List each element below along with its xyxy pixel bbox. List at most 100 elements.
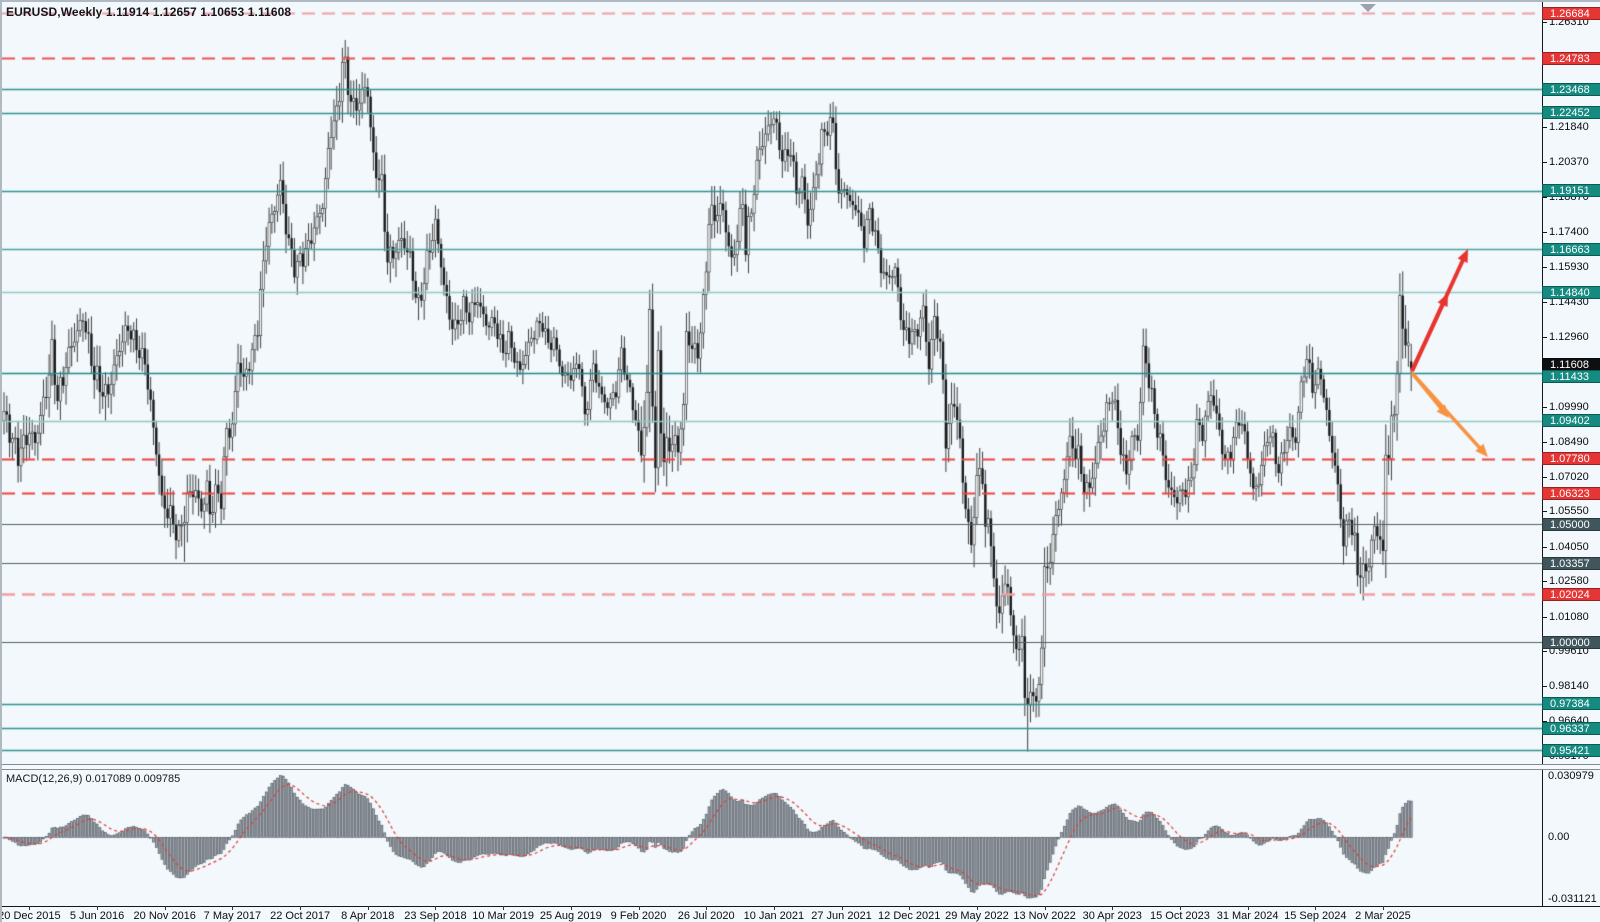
date-label: 13 Nov 2022 xyxy=(1013,910,1076,922)
time-tick-mark xyxy=(774,906,775,910)
date-label: 20 Nov 2016 xyxy=(133,910,196,922)
time-tick-mark xyxy=(842,906,843,910)
price-tick-mark xyxy=(1543,127,1547,128)
price-tick-mark xyxy=(1543,511,1547,512)
price-tick-label: 1.21840 xyxy=(1549,121,1589,134)
time-tick-mark xyxy=(1315,906,1316,910)
price-tick-mark xyxy=(1543,267,1547,268)
macd-axis-label: 0.030979 xyxy=(1548,770,1594,782)
time-tick-mark xyxy=(97,906,98,910)
price-tick-label: 1.04050 xyxy=(1549,540,1589,553)
date-label: 2 Mar 2025 xyxy=(1355,910,1411,922)
date-label: 20 Dec 2015 xyxy=(0,910,61,922)
price-tick-label: 1.02580 xyxy=(1549,575,1589,588)
pane-splitter[interactable] xyxy=(2,764,1600,770)
chart-shift-marker-icon[interactable] xyxy=(1360,4,1376,12)
price-tick-label: 1.17400 xyxy=(1549,226,1589,239)
price-level-badge: 1.24783 xyxy=(1542,51,1600,65)
date-label: 31 Mar 2024 xyxy=(1216,910,1279,922)
macd-axis-label: 0.00 xyxy=(1548,831,1570,844)
price-level-badge: 1.00000 xyxy=(1542,635,1600,649)
price-tick-mark xyxy=(1543,232,1547,233)
time-tick-mark xyxy=(29,906,30,910)
price-level-badge: 0.96337 xyxy=(1542,721,1600,735)
price-level-badge: 1.26684 xyxy=(1542,6,1600,20)
date-label: 25 Aug 2019 xyxy=(539,910,602,922)
price-level-badge: 1.02024 xyxy=(1542,587,1600,601)
price-tick-mark xyxy=(1543,197,1547,198)
macd-indicator-label: MACD(12,26,9) 0.017089 0.009785 xyxy=(6,773,181,785)
date-label: 5 Jun 2016 xyxy=(69,910,125,922)
time-axis-border xyxy=(2,906,1600,907)
price-tick-label: 1.08490 xyxy=(1549,436,1589,449)
time-tick-mark xyxy=(571,906,572,910)
price-level-badge: 1.06323 xyxy=(1542,486,1600,500)
time-tick-mark xyxy=(503,906,504,910)
price-level-badge: 1.23468 xyxy=(1542,82,1600,96)
price-level-badge: 1.03357 xyxy=(1542,556,1600,570)
price-tick-label: 1.07020 xyxy=(1549,470,1589,483)
time-tick-mark xyxy=(368,906,369,910)
date-label: 22 Oct 2017 xyxy=(270,910,331,922)
time-tick-mark xyxy=(909,906,910,910)
price-tick-mark xyxy=(1543,651,1547,652)
price-level-badge: 1.11608 xyxy=(1542,358,1600,372)
price-level-badge: 1.05000 xyxy=(1542,517,1600,531)
price-tick-mark xyxy=(1543,442,1547,443)
price-tick-mark xyxy=(1543,547,1547,548)
price-tick-mark xyxy=(1543,162,1547,163)
price-tick-mark xyxy=(1543,686,1547,687)
price-tick-label: 1.01080 xyxy=(1549,610,1589,623)
price-level-badge: 1.09402 xyxy=(1542,414,1600,428)
price-tick-mark xyxy=(1543,337,1547,338)
macd-axis-label: -0.031121 xyxy=(1548,893,1597,905)
date-label: 27 Jun 2021 xyxy=(811,910,872,922)
price-level-badge: 0.97384 xyxy=(1542,697,1600,711)
price-tick-mark xyxy=(1543,302,1547,303)
price-level-badge: 1.16663 xyxy=(1542,242,1600,256)
time-tick-mark xyxy=(977,906,978,910)
date-label: 10 Jan 2021 xyxy=(743,910,805,922)
date-label: 8 Apr 2018 xyxy=(341,910,395,922)
date-label: 9 Feb 2020 xyxy=(610,910,667,922)
price-tick-label: 1.05550 xyxy=(1549,505,1589,518)
time-tick-mark xyxy=(639,906,640,910)
price-tick-label: 1.12960 xyxy=(1549,330,1589,343)
price-tick-mark xyxy=(1543,617,1547,618)
time-tick-mark xyxy=(232,906,233,910)
price-tick-mark xyxy=(1543,477,1547,478)
date-label: 15 Oct 2023 xyxy=(1149,910,1210,922)
date-label: 15 Sep 2024 xyxy=(1284,910,1347,922)
macd-indicator-canvas[interactable] xyxy=(2,770,1542,905)
price-level-badge: 1.19151 xyxy=(1542,184,1600,198)
price-tick-label: 0.98140 xyxy=(1549,679,1589,692)
time-tick-mark xyxy=(1180,906,1181,910)
price-tick-mark xyxy=(1543,407,1547,408)
price-level-badge: 1.22452 xyxy=(1542,106,1600,120)
time-tick-mark xyxy=(706,906,707,910)
price-tick-label: 1.20370 xyxy=(1549,156,1589,169)
time-tick-mark xyxy=(300,906,301,910)
price-level-badge: 1.07780 xyxy=(1542,452,1600,466)
date-label: 23 Sep 2018 xyxy=(404,910,467,922)
time-tick-mark xyxy=(1112,906,1113,910)
price-tick-mark xyxy=(1543,22,1547,23)
time-tick-mark xyxy=(435,906,436,910)
time-tick-mark xyxy=(165,906,166,910)
price-tick-label: 1.14430 xyxy=(1549,296,1589,309)
time-tick-mark xyxy=(1045,906,1046,910)
price-level-badge: 1.11433 xyxy=(1542,370,1600,384)
price-tick-mark xyxy=(1543,721,1547,722)
date-label: 12 Dec 2021 xyxy=(878,910,941,922)
price-tick-label: 1.09990 xyxy=(1549,400,1589,413)
date-label: 30 Apr 2023 xyxy=(1082,910,1142,922)
time-tick-mark xyxy=(1248,906,1249,910)
chart-title-ohlc: EURUSD,Weekly 1.11914 1.12657 1.10653 1.… xyxy=(6,5,292,19)
price-tick-label: 1.15930 xyxy=(1549,260,1589,273)
price-tick-mark xyxy=(1543,581,1547,582)
price-level-badge: 0.95421 xyxy=(1542,743,1600,757)
price-chart-canvas[interactable] xyxy=(2,2,1542,764)
date-label: 7 May 2017 xyxy=(203,910,262,922)
price-level-badge: 1.14840 xyxy=(1542,285,1600,299)
